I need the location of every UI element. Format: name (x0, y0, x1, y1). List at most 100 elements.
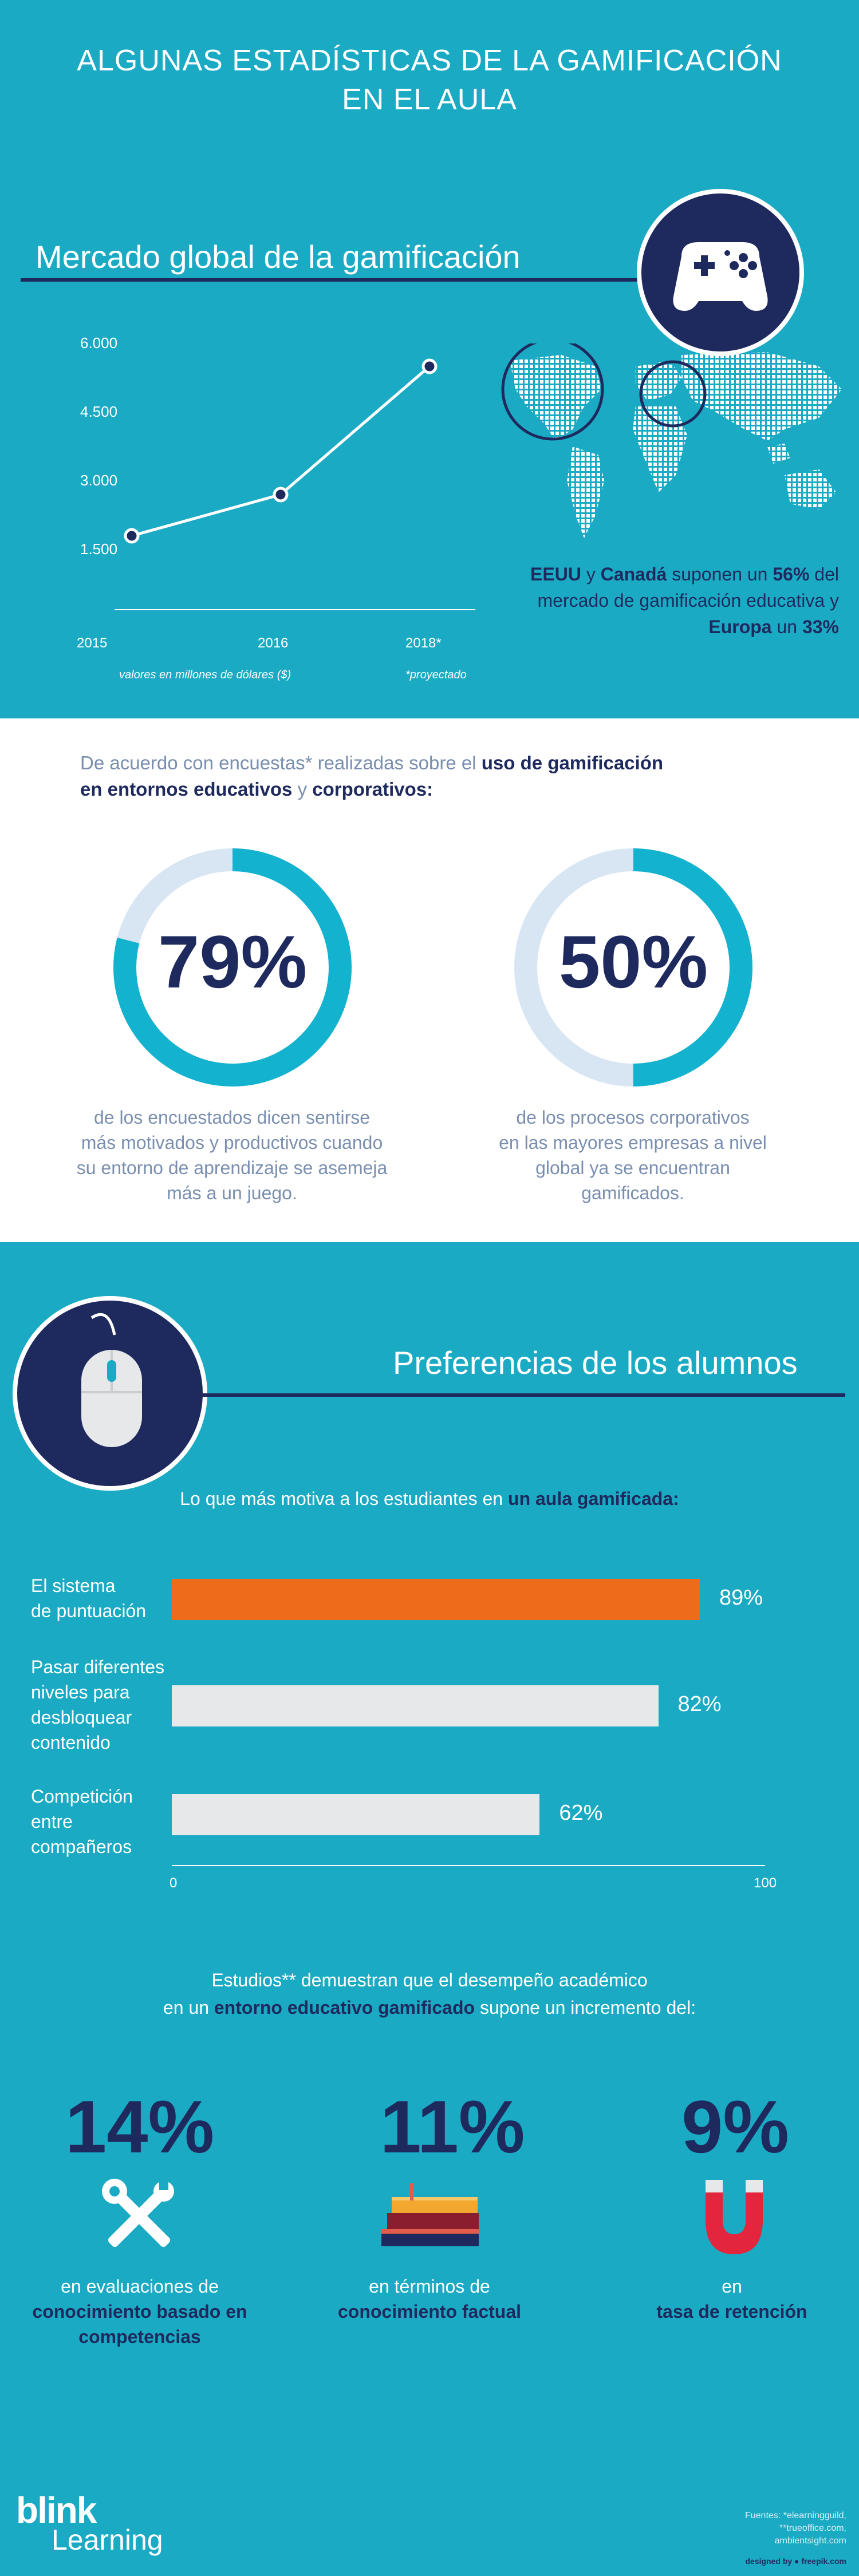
performance-intro-text-a: en un (163, 1997, 214, 2018)
donut-chart-left (113, 848, 352, 1086)
mouse-icon-badge (13, 1296, 207, 1491)
donut-left-desc-3: su entorno de aprendizaje se asemeja (76, 1157, 388, 1178)
x-tick-2018: 2018* (405, 635, 442, 651)
market-heading: Mercado global de la gamificación (36, 239, 521, 275)
bar-label-3-line-3: compañeros (31, 1836, 132, 1857)
europe-highlight (639, 360, 707, 428)
donut-right-desc-1: de los procesos corporativos (516, 1107, 750, 1128)
donut-right-description: de los procesos corporativos en las mayo… (458, 1105, 807, 1206)
bar-label-2-line-3: desbloquear (31, 1707, 132, 1728)
performance-intro-line-1: Estudios** demuestran que el desempeño a… (211, 1970, 648, 1990)
survey-intro-bold-2: en entornos educativos (80, 779, 293, 800)
performance-intro: Estudios** demuestran que el desempeño a… (0, 1966, 859, 2021)
donut-left-desc-2: más motivados y productivos cuando (81, 1132, 383, 1153)
tools-icon (102, 2179, 174, 2247)
stat-11-desc-2: conocimiento factual (337, 2301, 522, 2322)
preferences-intro: Lo que más motiva a los estudiantes en u… (0, 1488, 859, 1510)
stat-14-value: 14% (65, 2085, 215, 2168)
sources-line-2: **trueoffice.com, (779, 2523, 846, 2533)
stat-14-desc-1: en evaluaciones de (61, 2276, 219, 2297)
survey-intro: De acuerdo con encuestas* realizadas sob… (80, 750, 767, 803)
north-america-highlight (501, 343, 604, 441)
stat-9-description: en tasa de retención (606, 2274, 858, 2324)
survey-section (0, 718, 859, 1242)
title-line-2: EN EL AULA (342, 83, 517, 116)
designed-by: designed by ● freepik.com (745, 2557, 846, 2566)
stat-14-desc-3: competencias (78, 2326, 201, 2347)
books-icon (381, 2183, 479, 2246)
bar-label-2-line-4: contenido (31, 1732, 111, 1753)
bar-label-2-line-2: niveles para (31, 1682, 130, 1702)
market-series-line (131, 365, 431, 538)
caption-text-a: y (581, 564, 601, 584)
market-caption: EEUU y Canadá suponen un 56% del mercado… (501, 561, 839, 640)
preferences-heading: Preferencias de los alumnos (393, 1345, 798, 1381)
units-note: valores en millones de dólares ($) (119, 669, 291, 681)
projection-note: *proyectado (405, 669, 467, 681)
bar-label-1-line-2: de puntuación (31, 1601, 147, 1621)
bar-peer-competition (172, 1794, 540, 1835)
donut-value-arc (514, 848, 752, 1086)
stat-9-desc-1: en (722, 2276, 742, 2297)
bar-label-1: El sistema de puntuación (31, 1573, 146, 1623)
preferences-intro-bold: un aula gamificada: (508, 1488, 679, 1509)
bar-axis-max: 100 (754, 1875, 777, 1891)
caption-text-c: del mercado de gamificación educativa y (537, 564, 840, 611)
donut-left-desc-1: de los encuestados dicen sentirse (93, 1107, 371, 1128)
y-tick-label: 3.000 (80, 472, 117, 489)
bar-label-2: Pasar diferentes niveles para desbloquea… (31, 1654, 164, 1755)
stat-11-description: en términos de conocimiento factual (304, 2274, 555, 2324)
caption-33: 33% (802, 617, 839, 637)
sources-line-1: Fuentes: *elearningguild, (744, 2511, 846, 2520)
bar-label-1-line-1: El sistema (31, 1575, 116, 1596)
preferences-heading-rule (200, 1393, 845, 1397)
preferences-intro-text: Lo que más motiva a los estudiantes en (180, 1488, 509, 1509)
stat-11-desc-1: en términos de (369, 2276, 490, 2297)
stat-11-value: 11% (380, 2085, 525, 2168)
x-tick-2015: 2015 (77, 635, 108, 651)
bar-scoring-system (172, 1579, 700, 1620)
gamepad-icon-badge (637, 189, 804, 356)
caption-56: 56% (773, 564, 810, 584)
x-tick-2016: 2016 (258, 635, 289, 651)
stat-14-desc-2: conocimiento basado en (32, 2301, 247, 2322)
caption-text-b: suponen un (667, 564, 773, 584)
bar-label-3-line-2: entre (31, 1811, 73, 1832)
performance-intro-line-2: en un entorno educativo gamificado supon… (0, 1994, 859, 2021)
bar-unlock-levels (172, 1685, 659, 1726)
donut-right-desc-4: gamificados. (581, 1183, 684, 1203)
stat-9-desc-2: tasa de retención (656, 2301, 807, 2322)
bar-value-1: 89% (719, 1586, 763, 1610)
donut-left-value: 79% (157, 920, 308, 1003)
bar-axis-line (172, 1865, 765, 1866)
y-tick-label: 1.500 (80, 540, 117, 558)
performance-intro-text-b: supone un incremento del: (475, 1997, 696, 2018)
sources-note: Fuentes: *elearningguild, **trueoffice.c… (698, 2510, 846, 2547)
magnet-icon (706, 2180, 763, 2254)
y-tick-label: 6.000 (80, 334, 117, 351)
donut-right-desc-3: global ya se encuentran (535, 1157, 730, 1178)
donut-right-desc-2: en las mayores empresas a nivel (499, 1132, 767, 1153)
page-title: ALGUNAS ESTADÍSTICAS DE LA GAMIFICACIÓN … (0, 41, 859, 119)
gamepad-icon (673, 242, 768, 311)
stat-9-value: 9% (681, 2085, 789, 2168)
bar-label-2-line-1: Pasar diferentes (31, 1657, 165, 1677)
donut-value-arc (113, 848, 352, 1086)
caption-canada: Canadá (600, 564, 667, 584)
caption-text-d: un (771, 617, 802, 637)
bar-label-3: Competición entre compañeros (31, 1784, 133, 1859)
market-data-point (421, 358, 438, 374)
bar-axis-min: 0 (170, 1875, 178, 1891)
title-line-1: ALGUNAS ESTADÍSTICAS DE LA GAMIFICACIÓN (77, 44, 782, 77)
donut-left-description: de los encuestados dicen sentirse más mo… (57, 1105, 407, 1206)
sources-line-3: ambientsight.com (774, 2536, 846, 2546)
survey-intro-text-2: y (292, 779, 313, 800)
mouse-icon (81, 1313, 142, 1447)
donut-left-desc-4: más a un juego. (167, 1183, 297, 1203)
brand-logo-word-1: blink (16, 2490, 97, 2531)
market-heading-rule (21, 278, 685, 282)
survey-intro-text-1: De acuerdo con encuestas* realizadas sob… (80, 752, 482, 773)
bar-label-3-line-1: Competición (31, 1786, 133, 1807)
performance-intro-bold: entorno educativo gamificado (214, 1997, 475, 2018)
y-tick-label: 4.500 (80, 403, 117, 420)
